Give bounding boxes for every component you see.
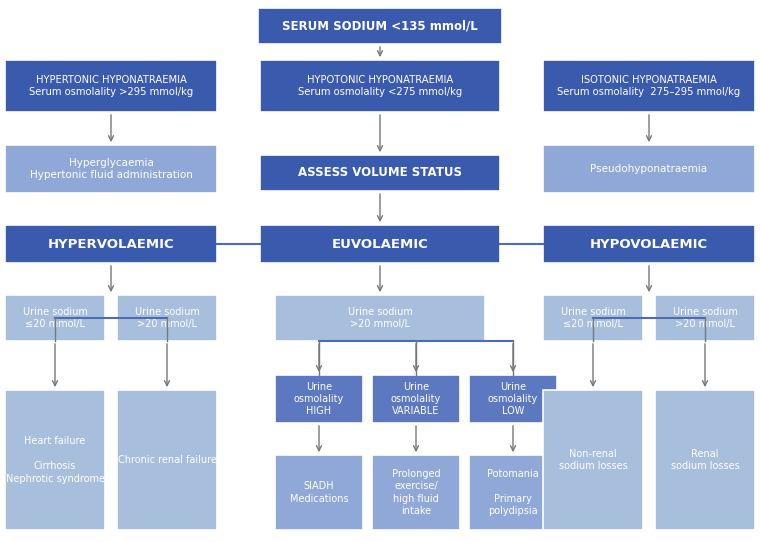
Text: Renal
sodium losses: Renal sodium losses <box>670 449 739 471</box>
FancyBboxPatch shape <box>543 295 643 341</box>
FancyBboxPatch shape <box>469 375 557 423</box>
Text: Urine sodium
>20 mmol/L: Urine sodium >20 mmol/L <box>673 307 737 329</box>
Text: ASSESS VOLUME STATUS: ASSESS VOLUME STATUS <box>298 166 462 179</box>
FancyBboxPatch shape <box>260 225 500 263</box>
FancyBboxPatch shape <box>5 60 217 112</box>
Text: HYPOVOLAEMIC: HYPOVOLAEMIC <box>590 237 708 250</box>
FancyBboxPatch shape <box>5 390 105 530</box>
FancyBboxPatch shape <box>543 225 755 263</box>
FancyBboxPatch shape <box>275 375 363 423</box>
FancyBboxPatch shape <box>117 295 217 341</box>
Text: Heart failure

Cirrhosis
Nephrotic syndrome: Heart failure Cirrhosis Nephrotic syndro… <box>5 436 104 483</box>
Text: Non-renal
sodium losses: Non-renal sodium losses <box>559 449 627 471</box>
FancyBboxPatch shape <box>260 155 500 191</box>
Text: HYPERVOLAEMIC: HYPERVOLAEMIC <box>48 237 174 250</box>
FancyBboxPatch shape <box>543 390 643 530</box>
FancyBboxPatch shape <box>260 60 500 112</box>
Text: Urine sodium
>20 mmol/L: Urine sodium >20 mmol/L <box>135 307 199 329</box>
Text: SERUM SODIUM <135 mmol/L: SERUM SODIUM <135 mmol/L <box>282 20 478 33</box>
FancyBboxPatch shape <box>5 225 217 263</box>
Text: Prolonged
exercise/
high fluid
intake: Prolonged exercise/ high fluid intake <box>391 469 440 516</box>
FancyBboxPatch shape <box>5 295 105 341</box>
FancyBboxPatch shape <box>275 295 485 341</box>
Text: Urine sodium
≤20 mmol/L: Urine sodium ≤20 mmol/L <box>561 307 625 329</box>
FancyBboxPatch shape <box>655 295 755 341</box>
Text: HYPERTONIC HYPONATRAEMIA
Serum osmolality >295 mmol/kg: HYPERTONIC HYPONATRAEMIA Serum osmolalit… <box>29 75 193 97</box>
FancyBboxPatch shape <box>372 455 460 530</box>
Text: Urine sodium
≤20 mmol/L: Urine sodium ≤20 mmol/L <box>23 307 87 329</box>
Text: Urine
osmolality
HIGH: Urine osmolality HIGH <box>294 382 344 416</box>
Text: Urine
osmolality
LOW: Urine osmolality LOW <box>488 382 538 416</box>
Text: HYPOTONIC HYPONATRAEMIA
Serum osmolality <275 mmol/kg: HYPOTONIC HYPONATRAEMIA Serum osmolality… <box>298 75 462 97</box>
FancyBboxPatch shape <box>372 375 460 423</box>
FancyBboxPatch shape <box>117 390 217 530</box>
FancyBboxPatch shape <box>469 455 557 530</box>
FancyBboxPatch shape <box>258 8 502 44</box>
FancyBboxPatch shape <box>5 145 217 193</box>
Text: Urine sodium
>20 mmol/L: Urine sodium >20 mmol/L <box>347 307 413 329</box>
Text: Pseudohyponatraemia: Pseudohyponatraemia <box>591 164 708 174</box>
Text: Urine
osmolality
VARIABLE: Urine osmolality VARIABLE <box>391 382 441 416</box>
FancyBboxPatch shape <box>543 60 755 112</box>
Text: Chronic renal failure: Chronic renal failure <box>118 455 217 465</box>
Text: Hyperglycaemia
Hypertonic fluid administration: Hyperglycaemia Hypertonic fluid administ… <box>30 158 192 180</box>
FancyBboxPatch shape <box>655 390 755 530</box>
FancyBboxPatch shape <box>543 145 755 193</box>
Text: SIADH
Medications: SIADH Medications <box>290 481 348 504</box>
Text: ISOTONIC HYPONATRAEMIA
Serum osmolality  275–295 mmol/kg: ISOTONIC HYPONATRAEMIA Serum osmolality … <box>557 75 741 97</box>
Text: Potomania

Primary
polydipsia: Potomania Primary polydipsia <box>487 469 539 516</box>
FancyBboxPatch shape <box>275 455 363 530</box>
Text: EUVOLAEMIC: EUVOLAEMIC <box>331 237 429 250</box>
